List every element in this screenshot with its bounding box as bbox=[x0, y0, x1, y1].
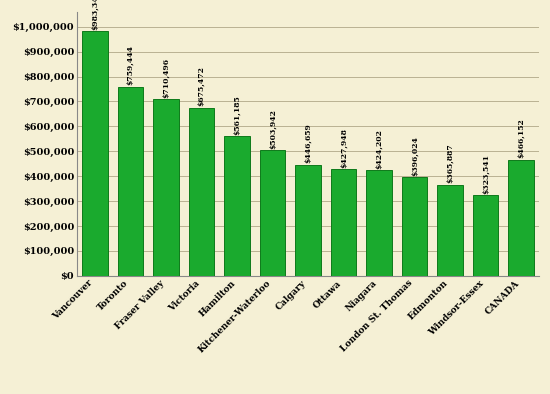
Text: $561,185: $561,185 bbox=[233, 95, 241, 135]
Bar bbox=[473, 195, 498, 276]
Bar bbox=[153, 99, 179, 276]
Text: $396,024: $396,024 bbox=[411, 136, 419, 176]
Bar bbox=[295, 165, 321, 276]
Bar bbox=[260, 150, 285, 276]
Text: $759,444: $759,444 bbox=[126, 45, 134, 85]
Bar bbox=[189, 108, 214, 276]
Bar bbox=[437, 185, 463, 276]
Text: $710,496: $710,496 bbox=[162, 58, 170, 98]
Bar bbox=[402, 177, 427, 276]
Text: $365,887: $365,887 bbox=[446, 144, 454, 184]
Text: $983,347: $983,347 bbox=[91, 0, 99, 30]
Text: $427,948: $427,948 bbox=[339, 128, 348, 168]
Text: $675,472: $675,472 bbox=[197, 67, 205, 106]
Text: $323,541: $323,541 bbox=[482, 154, 490, 194]
Bar bbox=[508, 160, 534, 276]
Text: $466,152: $466,152 bbox=[517, 119, 525, 158]
Bar bbox=[224, 136, 250, 276]
Text: $424,202: $424,202 bbox=[375, 129, 383, 169]
Bar bbox=[366, 170, 392, 276]
Bar bbox=[331, 169, 356, 276]
Text: $446,659: $446,659 bbox=[304, 124, 312, 164]
Bar bbox=[82, 31, 108, 276]
Bar bbox=[118, 87, 143, 276]
Text: $503,942: $503,942 bbox=[268, 109, 277, 149]
